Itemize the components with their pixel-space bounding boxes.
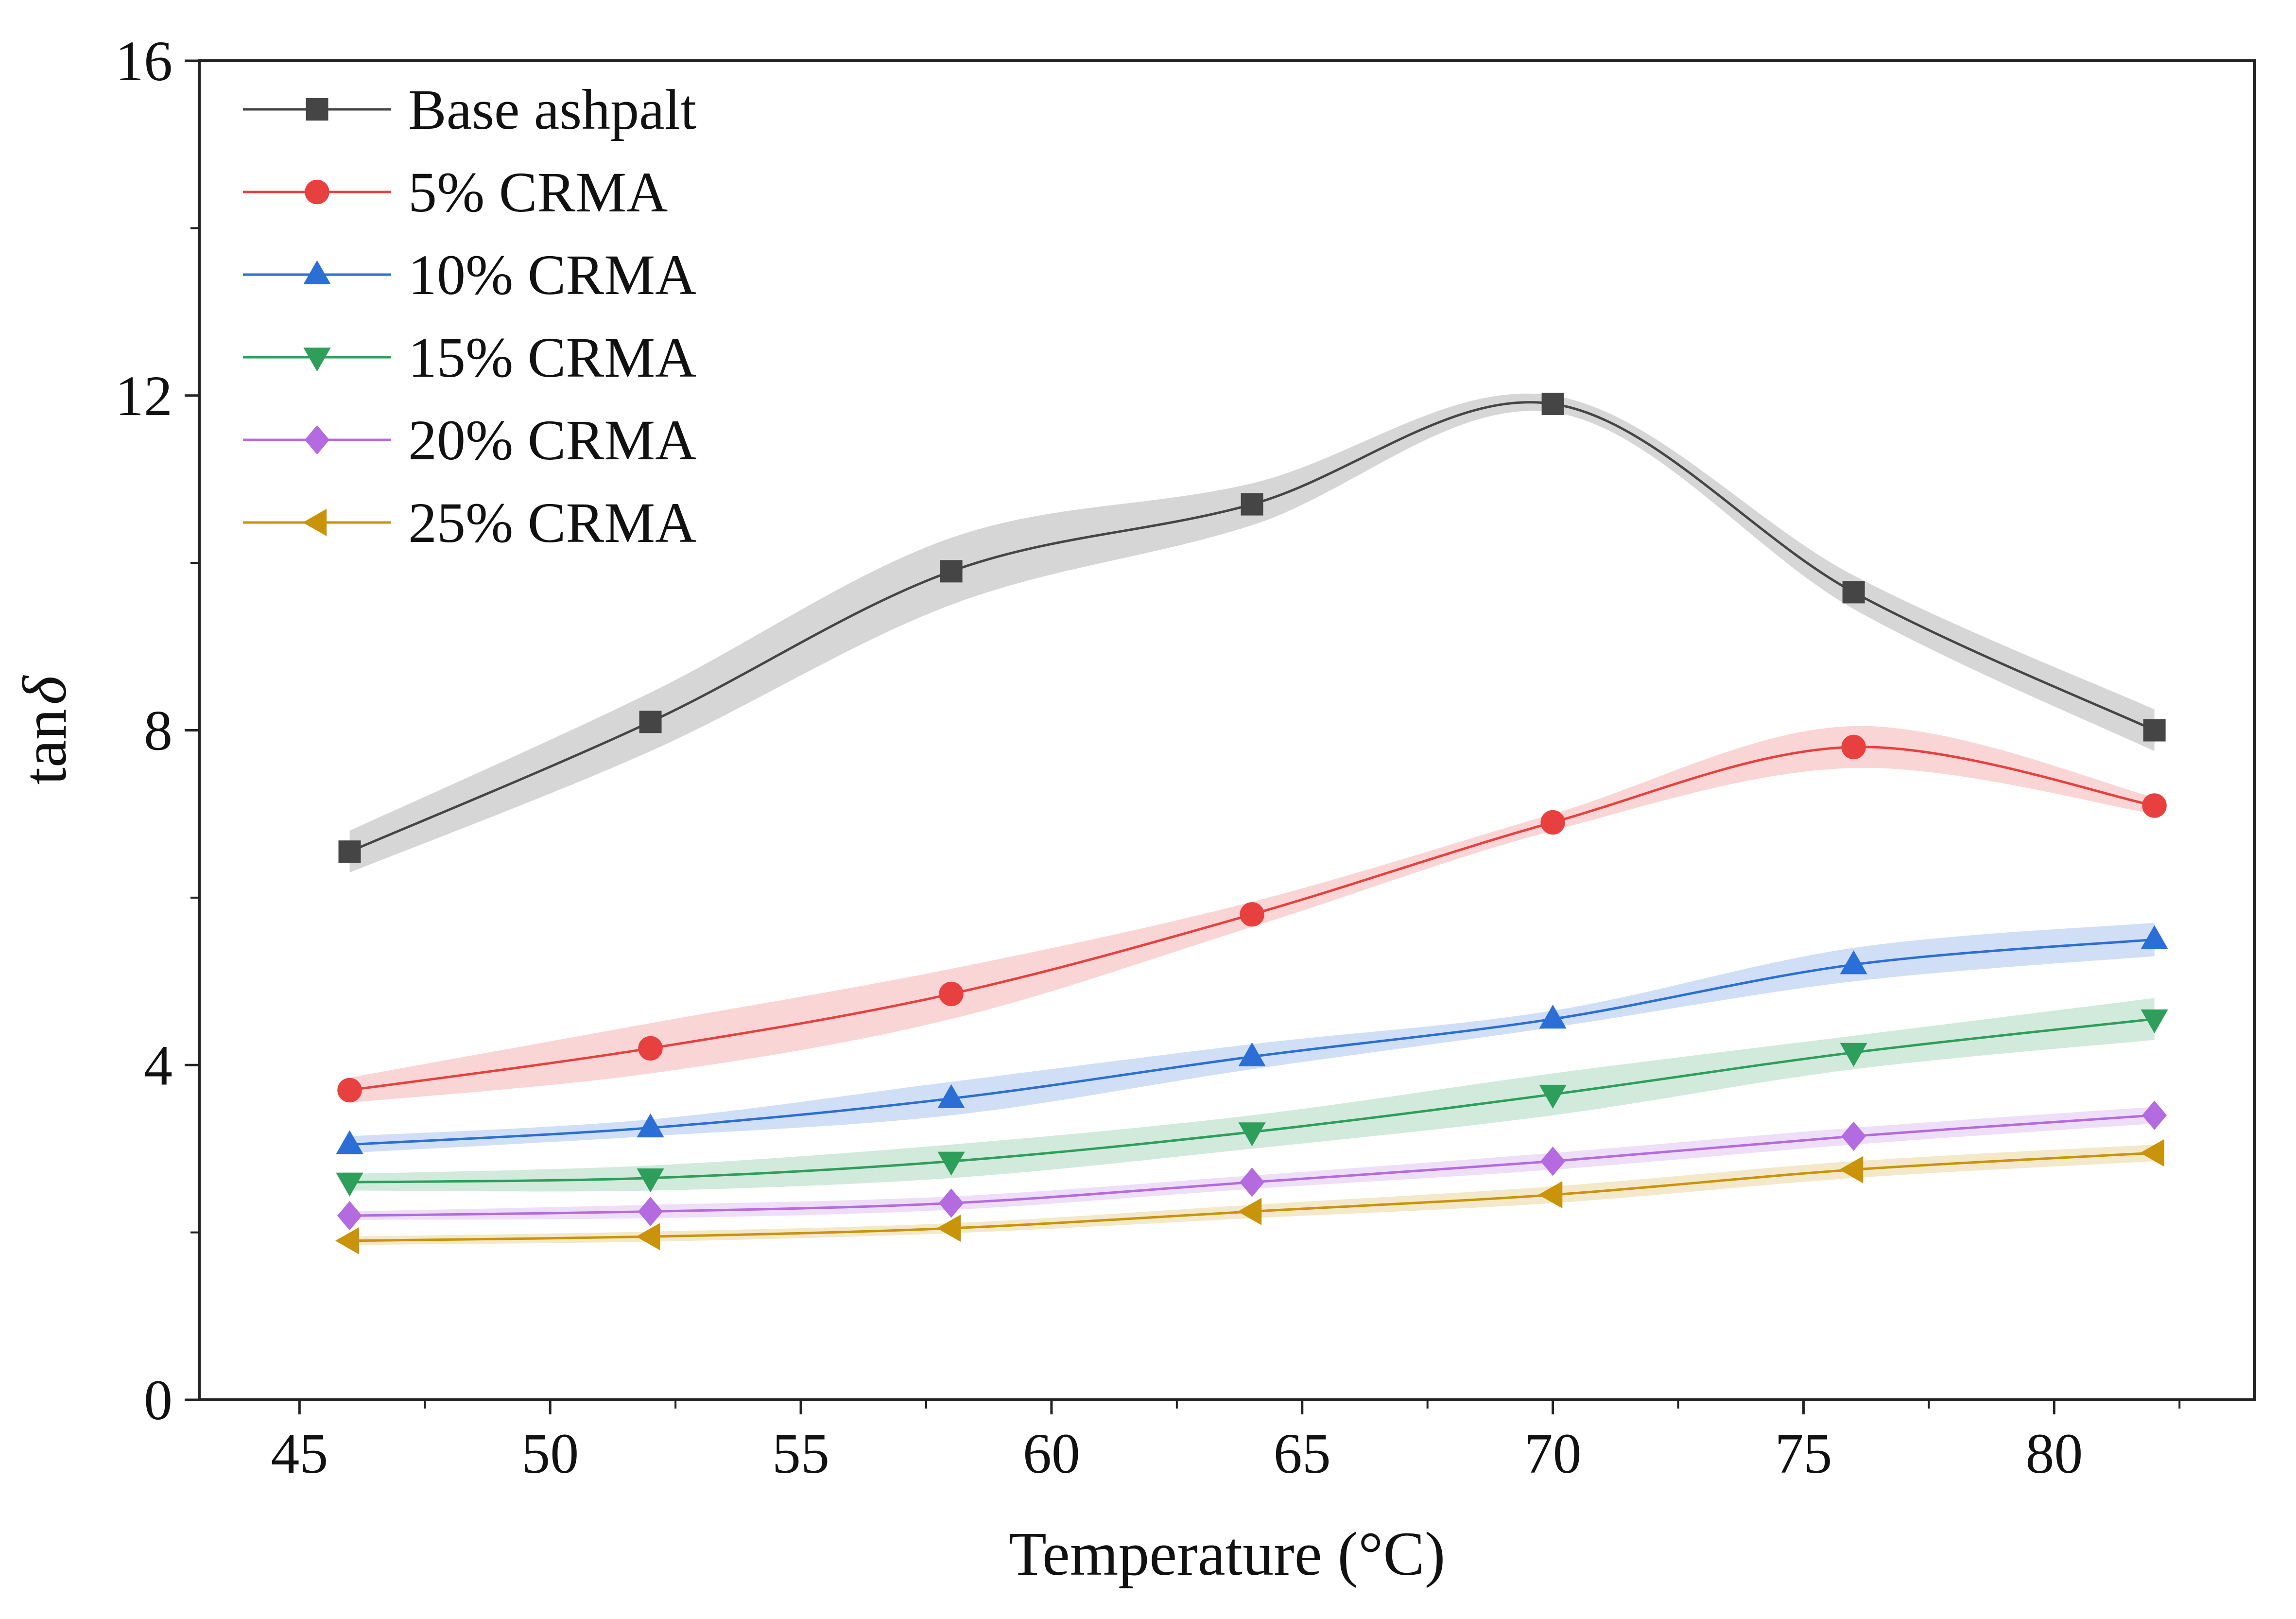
legend-item-5: 25% CRMA [243, 491, 696, 555]
series-5-point-58 [937, 1214, 961, 1242]
series-5-point-70 [1538, 1181, 1563, 1209]
series-0-point-82 [2143, 719, 2166, 742]
x-axis-title: Temperature (°C) [1009, 1519, 1446, 1588]
x-tick-label-80: 80 [2025, 1422, 2083, 1485]
legend-label-1: 5% CRMA [408, 160, 668, 224]
series-0-point-46 [338, 840, 361, 863]
legend-label-4: 20% CRMA [408, 408, 696, 472]
series-2-point-76 [1840, 950, 1867, 975]
x-tick-label-65: 65 [1274, 1422, 1331, 1485]
x-tick-label-55: 55 [772, 1422, 829, 1485]
series-4-point-64 [1240, 1167, 1265, 1197]
y-tick-label-8: 8 [144, 699, 173, 763]
series-1-point-46 [337, 1078, 362, 1103]
legend-marker-5 [302, 508, 327, 537]
y-tick-label-4: 4 [144, 1033, 173, 1097]
series-2-point-64 [1238, 1042, 1266, 1066]
series-1-point-70 [1540, 810, 1565, 835]
series-4-point-52 [638, 1197, 663, 1226]
series-markers [335, 392, 2168, 1254]
series-3-point-76 [1840, 1043, 1867, 1067]
y-tick-label-0: 0 [144, 1368, 173, 1432]
series-1-point-82 [2142, 793, 2167, 818]
legend-item-4: 20% CRMA [243, 408, 696, 472]
series-2-point-70 [1539, 1005, 1567, 1029]
y-axis-title-symbol: δ [10, 675, 79, 705]
x-axis: 45 50 55 60 65 70 75 80 [271, 1400, 2181, 1485]
series-1-point-52 [638, 1036, 663, 1061]
series-2-point-58 [937, 1084, 965, 1108]
legend-marker-2 [303, 260, 331, 284]
series-0-point-64 [1241, 493, 1263, 516]
legend-label-5: 25% CRMA [408, 491, 696, 555]
series-5-point-52 [636, 1223, 660, 1251]
series-1-point-58 [939, 981, 964, 1007]
y-tick-label-12: 12 [115, 364, 173, 428]
series-4-point-82 [2142, 1100, 2167, 1130]
series-4-point-76 [1841, 1121, 1866, 1151]
series-3-point-46 [336, 1172, 363, 1197]
series-3-band [349, 998, 2155, 1192]
x-tick-label-50: 50 [521, 1422, 579, 1485]
legend-item-2: 10% CRMA [243, 243, 696, 307]
series-0-point-52 [639, 711, 662, 733]
series-5-band [349, 1144, 2155, 1245]
legend-label-2: 10% CRMA [408, 243, 696, 307]
series-5-point-64 [1238, 1198, 1262, 1225]
legend-label-0: Base ashpalt [408, 78, 696, 141]
y-tick-label-16: 16 [115, 29, 173, 93]
series-4-point-58 [939, 1188, 964, 1218]
series-2-point-52 [637, 1113, 664, 1138]
series-1-point-76 [1841, 734, 1866, 760]
series-5-point-82 [2140, 1139, 2164, 1167]
legend-item-0: Base ashpalt [243, 78, 696, 141]
y-axis-title: tan δ [10, 675, 79, 784]
x-tick-label-60: 60 [1023, 1422, 1080, 1485]
legend-item-3: 15% CRMA [243, 326, 696, 389]
legend: Base ashpalt 5% CRMA 10% CRMA 15% CRMA 20% C… [243, 78, 696, 555]
legend-item-1: 5% CRMA [243, 160, 668, 224]
legend-marker-4 [304, 425, 330, 455]
series-0-point-76 [1842, 581, 1865, 604]
series-2-point-46 [336, 1130, 363, 1154]
series-0-point-58 [940, 560, 963, 583]
series-3-point-64 [1238, 1122, 1266, 1147]
legend-label-3: 15% CRMA [408, 326, 696, 389]
series-4-point-46 [337, 1201, 363, 1231]
legend-marker-3 [303, 348, 331, 372]
series-0-point-70 [1541, 392, 1564, 415]
series-5-point-46 [335, 1227, 360, 1254]
x-tick-label-75: 75 [1775, 1422, 1832, 1485]
series-2-band [349, 923, 2155, 1153]
y-axis: 0 4 8 12 16 [115, 29, 199, 1432]
y-axis-title-prefix: tan [10, 709, 79, 784]
series-3-point-70 [1539, 1084, 1567, 1109]
series-3-point-52 [637, 1168, 664, 1193]
series-1-point-64 [1240, 902, 1264, 927]
legend-marker-0 [306, 98, 328, 121]
series-5-point-76 [1839, 1156, 1864, 1184]
series-4-point-70 [1540, 1147, 1566, 1176]
series-3-point-58 [937, 1151, 965, 1176]
series-0-band [349, 393, 2155, 873]
x-tick-label-70: 70 [1524, 1422, 1582, 1485]
series-3-point-82 [2141, 1009, 2168, 1034]
series-2-point-82 [2141, 925, 2168, 949]
legend-marker-1 [305, 179, 329, 205]
series-4-band [349, 1107, 2155, 1220]
x-tick-label-45: 45 [271, 1422, 328, 1485]
